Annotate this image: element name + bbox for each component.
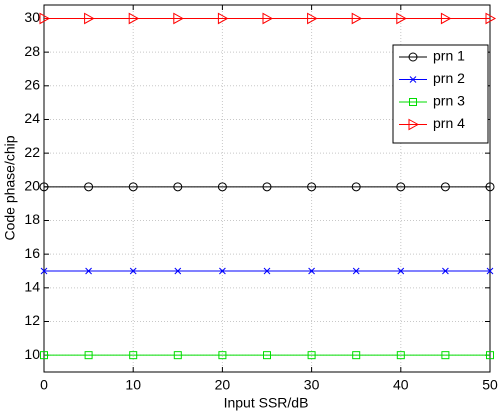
marker (173, 351, 182, 360)
marker (440, 182, 450, 192)
marker (263, 351, 271, 360)
legend-label: prn 2 (433, 70, 465, 86)
marker (397, 267, 405, 275)
marker (307, 351, 316, 360)
marker (174, 267, 182, 275)
marker (263, 267, 271, 275)
marker (129, 351, 138, 360)
marker (129, 267, 137, 275)
plot-frame (43, 4, 491, 373)
marker (408, 118, 420, 131)
y-tick-label: 30 (24, 9, 40, 25)
marker (352, 267, 360, 275)
marker (40, 351, 48, 360)
marker (128, 12, 140, 25)
marker (440, 12, 452, 25)
marker (442, 267, 449, 275)
marker (409, 76, 417, 83)
legend-label: prn 1 (433, 48, 465, 64)
y-tick-label: 18 (24, 211, 40, 227)
marker (486, 351, 494, 360)
marker (84, 351, 93, 360)
marker (217, 182, 227, 192)
marker (351, 12, 363, 25)
legend-label: prn 3 (433, 93, 465, 109)
x-axis-label: Input SSR/dB (224, 395, 309, 411)
y-tick-label: 26 (24, 77, 40, 93)
marker (85, 267, 92, 275)
y-tick-label: 28 (24, 43, 40, 59)
marker (173, 12, 184, 25)
marker (40, 267, 48, 275)
marker (396, 182, 406, 192)
y-tick-label: 16 (24, 245, 40, 261)
y-tick-label: 22 (24, 144, 40, 160)
marker (396, 12, 407, 25)
legend: prn 1 prn 2 prn 3 prn 4 (392, 44, 489, 144)
marker (485, 182, 495, 192)
x-tick-label: 0 (40, 377, 48, 393)
x-tick-label: 40 (393, 377, 409, 393)
y-axis-label: Code phase/chip (2, 135, 18, 240)
marker (219, 267, 226, 275)
marker (485, 12, 497, 25)
marker (441, 351, 450, 360)
marker (173, 182, 183, 192)
marker (486, 267, 494, 275)
marker (307, 182, 317, 192)
x-tick-label: 30 (304, 377, 320, 393)
marker (307, 12, 318, 25)
marker (39, 182, 49, 192)
y-tick-label: 20 (24, 178, 40, 194)
marker (84, 182, 94, 192)
y-tick-label: 14 (24, 279, 40, 295)
x-tick-label: 50 (482, 377, 498, 393)
marker (396, 351, 405, 360)
y-tick-label: 12 (24, 312, 40, 328)
legend-label: prn 4 (433, 115, 465, 131)
marker (128, 182, 138, 192)
marker (262, 182, 272, 192)
marker (351, 182, 361, 192)
y-tick-label: 10 (24, 346, 40, 362)
marker (39, 12, 51, 25)
marker (218, 351, 227, 360)
marker (308, 267, 315, 275)
marker (409, 98, 417, 106)
marker (408, 52, 418, 62)
y-tick-label: 24 (24, 110, 40, 126)
marker (84, 12, 95, 25)
marker (262, 12, 274, 25)
marker (352, 351, 361, 360)
marker (217, 12, 229, 25)
x-tick-label: 20 (215, 377, 231, 393)
x-tick-label: 10 (125, 377, 141, 393)
